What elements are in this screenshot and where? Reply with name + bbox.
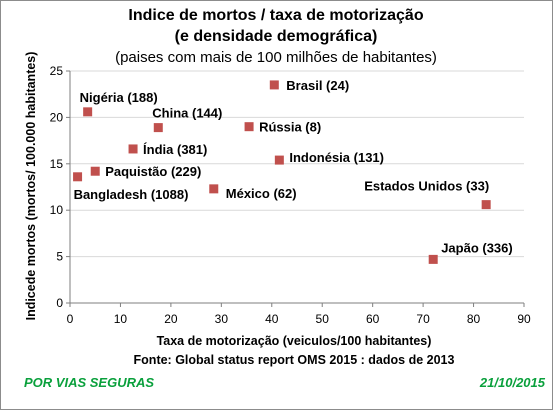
point-label: Brasil (24)	[286, 78, 349, 93]
point-label: China (144)	[152, 106, 222, 121]
chart-title: Indice de mortos / taxa de motorização	[128, 7, 423, 24]
y-tick-label-20: 20	[50, 110, 64, 124]
x-axis-label: Taxa de motorização (veiculos/100 habita…	[157, 334, 432, 348]
x-tick-label-0: 0	[67, 312, 74, 326]
x-tick-label-70: 70	[416, 312, 430, 326]
tick-labels: 0 5 10 15 20 25 0 10 20 30 40 50 60 70 80 90	[50, 64, 531, 326]
y-tick-label-25: 25	[50, 64, 64, 78]
y-tick-label-0: 0	[56, 296, 63, 310]
y-tick-label-5: 5	[56, 250, 63, 264]
point-label: México (62)	[226, 186, 297, 201]
x-tick-label-90: 90	[517, 312, 531, 326]
y-tick-label-10: 10	[50, 203, 64, 217]
point-label: Nigéria (188)	[80, 90, 158, 105]
point-label: Bangladesh (1088)	[74, 187, 189, 202]
chart-subtitle: (paises com mais de 100 milhões de habit…	[115, 49, 437, 66]
y-axis-label: Indicede mortos (mortos/ 100.000 habitan…	[24, 52, 38, 321]
x-tick-label-10: 10	[114, 312, 128, 326]
chart-title-line2: (e densidade demográfica)	[175, 28, 378, 45]
data-point	[73, 172, 83, 182]
point-label: Índia (381)	[143, 142, 207, 157]
source-note: Fonte: Global status report OMS 2015 : d…	[134, 353, 455, 367]
data-point	[128, 144, 138, 154]
data-point	[153, 123, 163, 133]
footer-date: 21/10/2015	[479, 375, 546, 390]
data-point	[209, 184, 219, 194]
data-point	[481, 200, 491, 210]
data-point	[269, 80, 279, 90]
footer-brand: POR VIAS SEGURAS	[24, 375, 154, 390]
data-point	[428, 254, 438, 264]
axes	[66, 70, 525, 307]
point-label: Indonésia (131)	[289, 150, 384, 165]
point-label: Estados Unidos (33)	[364, 179, 489, 194]
grid-lines	[70, 70, 524, 258]
data-point	[90, 166, 100, 176]
x-tick-label-60: 60	[366, 312, 380, 326]
x-tick-label-50: 50	[316, 312, 330, 326]
point-labels: Brasil (24) Nigéria (188)China (144) Rússi…	[74, 78, 513, 255]
data-points	[73, 80, 491, 264]
point-label: Japão (336)	[441, 240, 513, 255]
point-label: Paquistão (229)	[105, 164, 201, 179]
y-tick-label-15: 15	[50, 157, 64, 171]
data-point	[274, 155, 284, 165]
data-point	[244, 122, 254, 132]
x-tick-label-40: 40	[265, 312, 279, 326]
x-tick-label-80: 80	[467, 312, 481, 326]
x-tick-label-30: 30	[215, 312, 229, 326]
data-point	[83, 107, 93, 117]
x-tick-label-20: 20	[164, 312, 178, 326]
point-label: Rússia (8)	[259, 120, 321, 135]
